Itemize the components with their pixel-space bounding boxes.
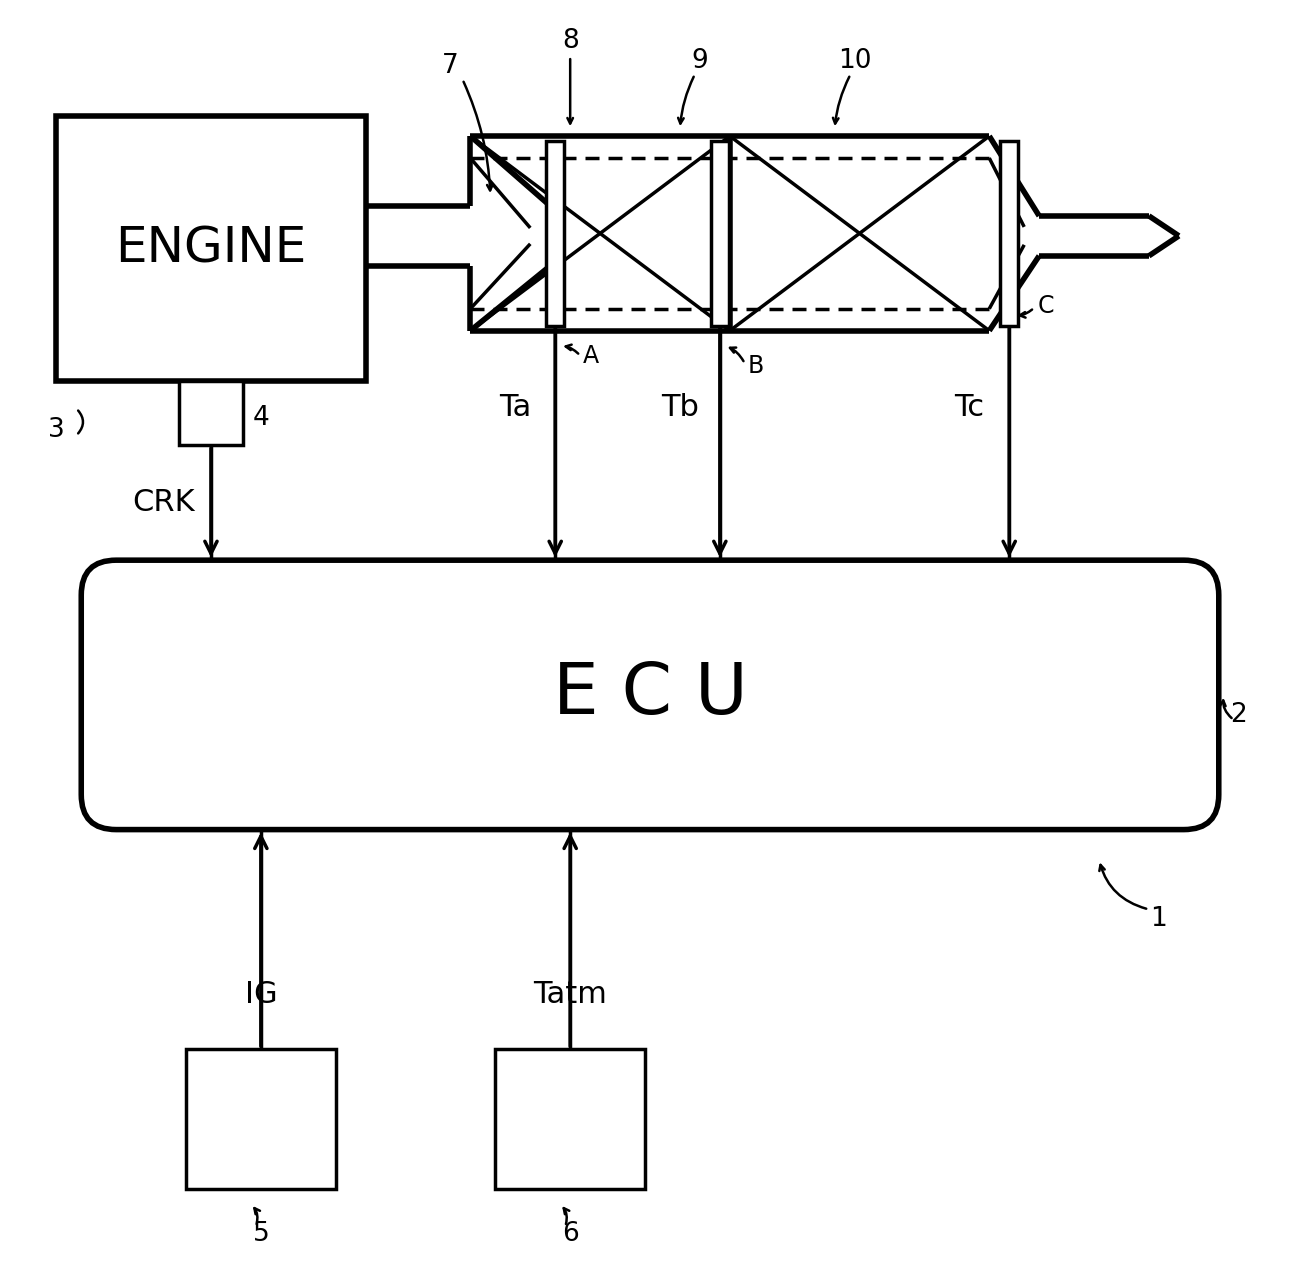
Text: 2: 2	[1231, 702, 1247, 728]
Text: A: A	[583, 343, 599, 368]
Text: B: B	[748, 354, 764, 378]
Text: ENGINE: ENGINE	[115, 224, 306, 273]
Bar	[179, 380, 243, 446]
Text: 8: 8	[562, 28, 578, 54]
Text: 6: 6	[562, 1221, 578, 1246]
Text: 1: 1	[1151, 907, 1167, 933]
Bar	[496, 1049, 645, 1189]
Text: Tatm: Tatm	[534, 980, 607, 1008]
Text: 3: 3	[48, 418, 64, 443]
FancyBboxPatch shape	[81, 560, 1219, 830]
Bar	[186, 1049, 336, 1189]
Text: C: C	[1037, 293, 1054, 318]
Bar	[56, 117, 366, 380]
Bar	[710, 141, 729, 325]
Text: CRK: CRK	[132, 488, 195, 518]
Text: Tc: Tc	[955, 393, 985, 423]
Text: 4: 4	[252, 405, 269, 430]
Text: 5: 5	[252, 1221, 269, 1246]
Bar	[1001, 141, 1018, 325]
Bar	[547, 141, 564, 325]
Text: 7: 7	[442, 54, 459, 79]
Text: E C U: E C U	[553, 661, 747, 729]
Text: Tb: Tb	[661, 393, 698, 423]
Text: Ta: Ta	[500, 393, 531, 423]
Text: 10: 10	[838, 49, 871, 74]
Text: IG: IG	[245, 980, 277, 1008]
Text: 9: 9	[692, 49, 708, 74]
